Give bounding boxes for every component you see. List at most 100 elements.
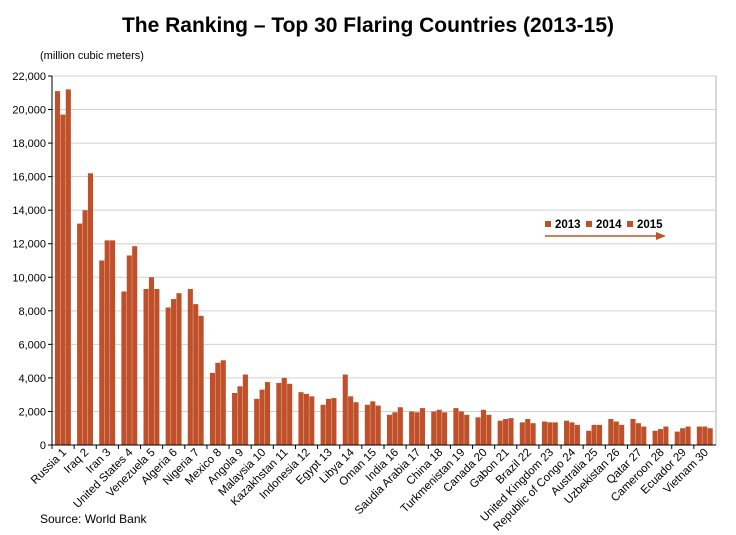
bar-2015 [132, 246, 138, 445]
legend-swatch-2015 [627, 221, 633, 227]
bar-2014 [259, 389, 265, 445]
bar-2015 [685, 426, 691, 445]
bar-2013 [165, 307, 171, 445]
y-axis: 0 2,000 4,000 6,000 8,000 10,000 12,000 14,000 1… [12, 71, 53, 452]
bar-2015 [309, 396, 315, 445]
bar-2015 [464, 414, 470, 445]
bar-2013 [564, 420, 570, 445]
bar-2014 [171, 299, 177, 445]
bar-2014 [392, 412, 398, 445]
bar-2013 [541, 421, 547, 445]
bar-2015 [110, 240, 116, 445]
bar-2014 [547, 422, 553, 445]
bar-2014 [193, 304, 199, 445]
bar-2014 [414, 412, 420, 445]
bar-2014 [503, 419, 509, 445]
y-tick-label: 14,000 [12, 205, 46, 217]
bar-2015 [264, 382, 271, 445]
bar-2015 [641, 426, 647, 445]
bar-2013 [342, 374, 348, 445]
bar-2015 [596, 424, 603, 445]
bar-2014 [480, 409, 486, 445]
bar-2014 [569, 422, 575, 445]
bar-2013 [254, 398, 260, 445]
bar-2015 [87, 173, 93, 446]
bar-2013 [121, 291, 127, 445]
bar-2013 [497, 420, 503, 445]
y-tick-label: 8,000 [18, 306, 46, 318]
bar-2013 [77, 223, 83, 445]
bar-2014 [60, 114, 66, 445]
bar-2013 [276, 382, 282, 445]
y-tick-label: 16,000 [12, 172, 46, 184]
bar-2015 [508, 418, 514, 445]
bar-2015 [419, 408, 425, 445]
bar-2013 [431, 411, 437, 445]
bar-2015 [242, 374, 248, 445]
bar-2013 [453, 408, 459, 445]
bar-2014 [657, 429, 664, 445]
bar-2013 [364, 404, 370, 445]
bar-2015 [574, 424, 580, 445]
bar-2015 [331, 398, 337, 445]
bar-2013 [298, 392, 304, 445]
bar-2015 [353, 402, 359, 445]
legend-swatch-2014 [586, 221, 592, 227]
bar-2013 [696, 426, 702, 445]
bar-2015 [707, 428, 713, 445]
bar-2013 [409, 411, 415, 445]
bar-2014 [591, 424, 597, 445]
y-tick-label: 20,000 [12, 105, 46, 117]
bar-2013 [232, 393, 238, 445]
bar-2013 [386, 414, 393, 445]
bar-2013 [630, 419, 636, 445]
bar-2014 [325, 398, 332, 445]
bar-2014 [237, 386, 243, 445]
bar-2015 [552, 422, 558, 445]
y-tick-label: 2,000 [18, 406, 46, 418]
bar-2015 [176, 293, 182, 445]
bar-2014 [148, 277, 154, 445]
bar-2014 [702, 426, 708, 445]
chart-title: The Ranking – Top 30 Flaring Countries (… [121, 14, 615, 37]
legend-label-2013: 2013 [555, 219, 581, 231]
legend-label-2014: 2014 [596, 219, 622, 231]
bar-2014 [613, 421, 619, 445]
legend-arrow-head [656, 232, 666, 240]
bar-2014 [215, 362, 221, 445]
bar-2013 [143, 289, 149, 445]
bar-2014 [348, 396, 354, 445]
bar-2013 [475, 417, 481, 445]
bar-2013 [608, 419, 614, 445]
y-tick-label: 18,000 [12, 138, 46, 150]
bar-2013 [187, 289, 193, 445]
bar-2015 [663, 426, 669, 445]
bar-2015 [442, 412, 448, 445]
bars [54, 89, 713, 446]
bar-2014 [635, 423, 641, 445]
bar-2013 [674, 431, 680, 445]
y-axis-unit-label: (million cubic meters) [40, 50, 144, 62]
bar-2015 [530, 423, 536, 445]
legend-label-2015: 2015 [637, 219, 663, 231]
bar-2013 [99, 260, 105, 445]
bar-2015 [619, 424, 625, 445]
bar-2015 [397, 407, 403, 445]
bar-2013 [320, 404, 326, 445]
bar-2015 [287, 383, 293, 445]
y-tick-label: 6,000 [18, 339, 46, 351]
bar-2015 [154, 289, 160, 445]
y-tick-label: 4,000 [18, 373, 46, 385]
bar-2014 [104, 240, 110, 445]
bar-2014 [525, 419, 531, 445]
bar-2014 [458, 411, 464, 445]
bar-2014 [436, 409, 442, 445]
bar-2014 [281, 377, 287, 445]
y-tick-label: 12,000 [12, 239, 46, 251]
bar-2015 [486, 414, 492, 445]
bar-2015 [198, 315, 204, 445]
bar-2015 [220, 360, 226, 445]
bar-2015 [375, 405, 381, 445]
